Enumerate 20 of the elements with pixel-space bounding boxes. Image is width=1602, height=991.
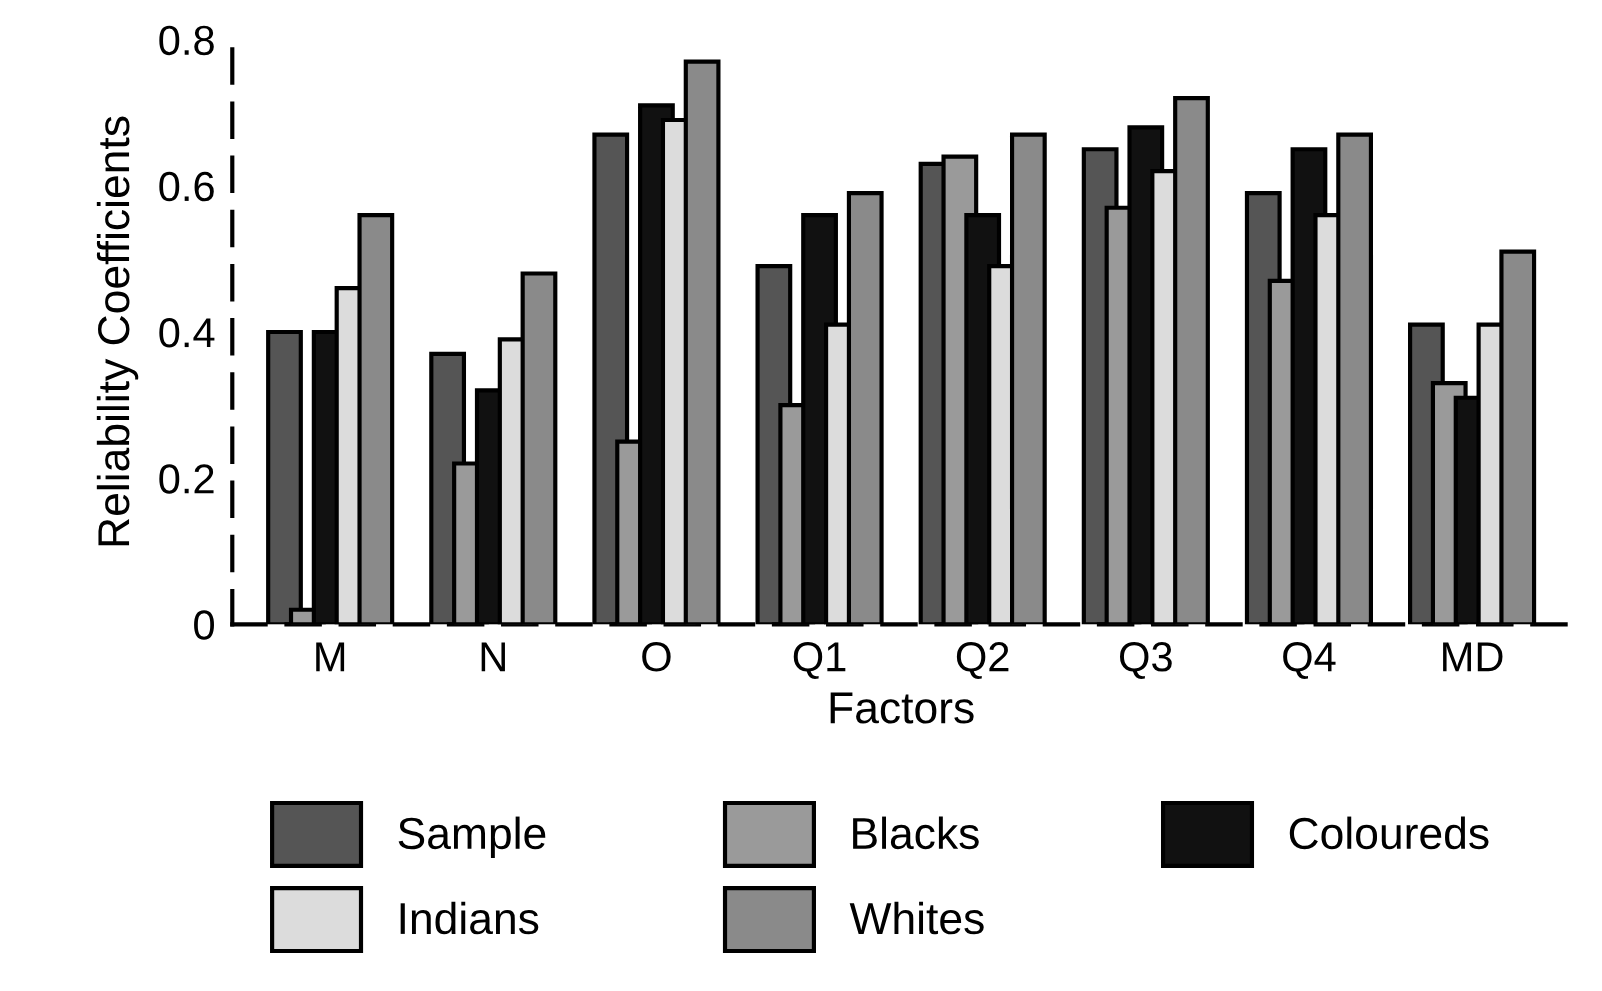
y-tick-label: 0.4 (159, 317, 215, 348)
x-tick-label: Q3 (1120, 642, 1172, 680)
y-tick-label: 0.6 (159, 171, 214, 202)
x-tick-label: O (642, 642, 671, 672)
legend-label: Coloureds (1289, 816, 1489, 850)
x-tick-label: M (316, 642, 345, 672)
x-tick-label: Q4 (1283, 642, 1336, 680)
y-tick-label: 0.8 (159, 25, 214, 56)
x-tick-label: Q1 (793, 642, 846, 680)
legend-label: Sample (398, 816, 546, 858)
legend-label: Whites (849, 901, 984, 935)
legend-label: Indians (400, 901, 539, 935)
y-tick-label: 0.2 (159, 464, 214, 494)
y-axis-title: Reliability Coefficients (96, 116, 139, 546)
x-axis-title: Factors (830, 692, 974, 724)
x-tick-label: Q2 (956, 642, 1009, 680)
y-tick-label: 0 (194, 610, 214, 640)
legend-label: Blacks (853, 816, 979, 850)
x-tick-label: N (481, 642, 505, 672)
x-tick-label: MD (1443, 642, 1503, 672)
